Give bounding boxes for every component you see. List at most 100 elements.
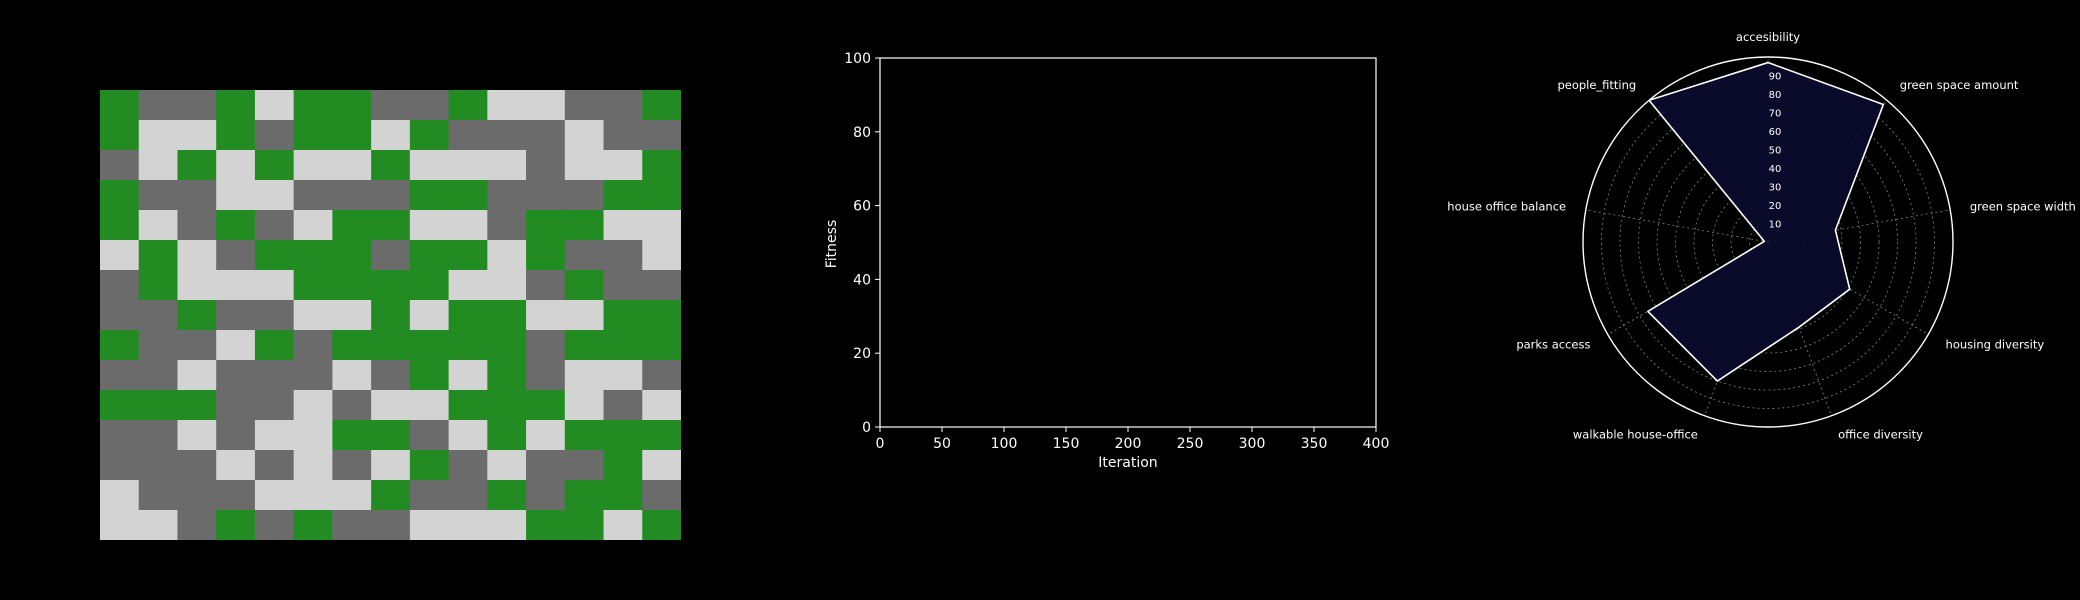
grid-cell xyxy=(603,480,643,511)
grid-cell xyxy=(216,390,256,421)
grid-cell xyxy=(642,240,681,271)
grid-cell xyxy=(526,510,566,540)
grid-cell xyxy=(448,180,488,211)
grid-cell xyxy=(332,270,372,301)
grid-cell xyxy=(138,330,179,361)
grid-cell xyxy=(603,360,643,391)
grid-cell xyxy=(448,480,488,511)
grid-cell xyxy=(371,240,411,271)
grid-cell xyxy=(409,450,450,481)
grid-cell xyxy=(487,450,527,481)
grid-cell xyxy=(216,180,256,211)
grid-cell xyxy=(409,180,450,211)
grid-cell xyxy=(526,300,566,331)
grid-cell xyxy=(603,180,643,211)
grid-cell xyxy=(293,120,333,151)
grid-cell xyxy=(138,450,179,481)
grid-cell xyxy=(526,120,566,151)
grid-cell xyxy=(332,150,372,181)
grid-cell xyxy=(138,480,179,511)
grid-cell xyxy=(487,480,527,511)
grid-cell xyxy=(138,180,179,211)
grid-cell xyxy=(293,90,333,121)
x-tick-label: 50 xyxy=(933,436,951,452)
grid-cell xyxy=(526,360,566,391)
grid-cell xyxy=(564,300,605,331)
grid-cell xyxy=(177,480,217,511)
grid-cell xyxy=(254,390,295,421)
radar-r-label: 40 xyxy=(1769,164,1782,175)
radar-axis-label: office diversity xyxy=(1838,428,1923,442)
grid-cell xyxy=(448,330,488,361)
grid-cell xyxy=(254,210,295,241)
grid-cell xyxy=(526,270,566,301)
radar-axis-label: parks access xyxy=(1516,338,1590,352)
radar-axis-label: housing diversity xyxy=(1946,338,2045,352)
grid-cell xyxy=(448,150,488,181)
grid-cell xyxy=(177,390,217,421)
grid-cell xyxy=(216,360,256,391)
grid-cell xyxy=(603,330,643,361)
grid-cell xyxy=(526,390,566,421)
grid-cell xyxy=(642,330,681,361)
grid-cell xyxy=(642,210,681,241)
radar-r-label: 10 xyxy=(1769,220,1782,231)
grid-cell xyxy=(332,90,372,121)
grid-cell xyxy=(526,330,566,361)
grid-cell xyxy=(409,210,450,241)
grid-cell xyxy=(487,390,527,421)
grid-cell xyxy=(254,480,295,511)
grid-cell xyxy=(332,240,372,271)
grid-cell xyxy=(448,300,488,331)
grid-cell xyxy=(138,390,179,421)
grid-cell xyxy=(216,210,256,241)
grid-cell xyxy=(100,90,140,121)
y-tick-label: 20 xyxy=(853,346,871,362)
radar-ring xyxy=(1619,93,1917,391)
grid-cell xyxy=(100,420,140,451)
grid-cell xyxy=(100,360,140,391)
grid-cell xyxy=(642,480,681,511)
radar-outer-ring xyxy=(1582,56,1954,428)
grid-cell xyxy=(564,390,605,421)
grid-cell xyxy=(254,450,295,481)
grid-cell xyxy=(138,420,179,451)
grid-cell xyxy=(293,480,333,511)
grid-cell xyxy=(100,300,140,331)
grid-cell xyxy=(564,330,605,361)
x-tick-label: 0 xyxy=(876,436,885,452)
grid-cell xyxy=(254,420,295,451)
grid-cell xyxy=(293,510,333,540)
x-tick-label: 100 xyxy=(991,436,1018,452)
grid-cell xyxy=(332,330,372,361)
grid-cell xyxy=(526,420,566,451)
grid-cell xyxy=(216,120,256,151)
x-tick-label: 200 xyxy=(1115,436,1142,452)
grid-cell xyxy=(100,240,140,271)
grid-cell xyxy=(487,330,527,361)
grid-cell xyxy=(409,270,450,301)
grid-cell xyxy=(371,150,411,181)
grid-cell xyxy=(448,450,488,481)
grid-cell xyxy=(138,240,179,271)
grid-cell xyxy=(216,480,256,511)
grid-cell xyxy=(293,240,333,271)
grid-cell xyxy=(642,420,681,451)
grid-cell xyxy=(100,210,140,241)
grid-cell xyxy=(177,330,217,361)
grid-cell xyxy=(371,300,411,331)
y-tick-label: 80 xyxy=(853,125,871,141)
grid-cell xyxy=(371,330,411,361)
grid-cell xyxy=(642,90,681,121)
grid-cell xyxy=(332,510,372,540)
grid-cell xyxy=(138,510,179,540)
grid-cell xyxy=(603,390,643,421)
grid-cell xyxy=(448,120,488,151)
radar-axis-label: people_fitting xyxy=(1557,78,1636,92)
grid-cell xyxy=(216,300,256,331)
grid-cell xyxy=(642,300,681,331)
grid-cell xyxy=(293,180,333,211)
y-tick-label: 100 xyxy=(844,51,871,67)
grid-cell xyxy=(642,390,681,421)
